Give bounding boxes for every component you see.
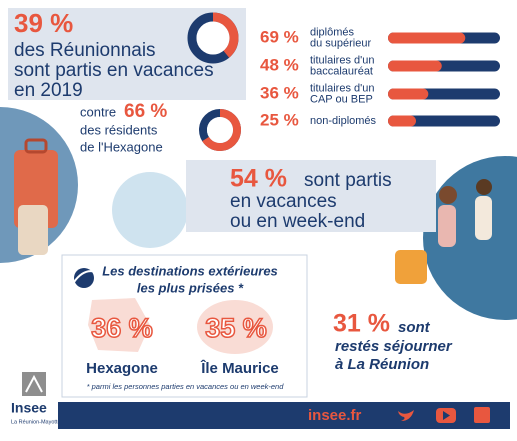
destinations-title: les plus prisées * xyxy=(137,280,244,295)
comparison-text: de l'Hexagone xyxy=(80,139,163,154)
comparison-prefix: contre xyxy=(80,104,116,119)
logo-tagline: La Réunion-Mayotte xyxy=(11,419,61,425)
footer-bar xyxy=(58,402,510,429)
headline-text: sont partis en vacances xyxy=(14,60,214,81)
destination-value: 35 % xyxy=(205,313,267,343)
bar xyxy=(388,88,429,100)
donut-arc xyxy=(187,12,239,64)
footer-site[interactable]: insee.fr xyxy=(308,407,362,424)
globe-illustration xyxy=(112,172,188,248)
traveller xyxy=(476,179,492,195)
traveller xyxy=(438,205,456,247)
destination-name: Hexagone xyxy=(86,360,158,377)
headline-text: en 2019 xyxy=(14,80,83,101)
stayed-text: à La Réunion xyxy=(335,356,429,373)
diploma-label: CAP ou BEP xyxy=(310,93,373,105)
headline-text: des Réunionnais xyxy=(14,40,156,61)
stayed-text: restés séjourner xyxy=(335,338,453,355)
bar-track xyxy=(388,115,500,127)
donut-center xyxy=(207,117,233,143)
stayed-text: sont xyxy=(398,319,431,336)
trips-value: 54 % xyxy=(230,165,287,193)
linkedin-icon[interactable] xyxy=(474,407,490,423)
traveller xyxy=(439,186,457,204)
donut-center xyxy=(196,21,230,55)
map-france xyxy=(88,298,150,352)
diploma-value: 69 % xyxy=(260,27,299,46)
twitter-icon[interactable] xyxy=(398,410,414,421)
suitcase-handle xyxy=(24,138,48,154)
stayed-value: 31 % xyxy=(333,310,390,338)
footnote: * parmi les personnes parties en vacance… xyxy=(87,382,285,391)
diploma-label: non-diplomés xyxy=(310,115,377,127)
donut-arc xyxy=(199,109,241,151)
comparison-value: 66 % xyxy=(124,101,167,122)
diploma-label: titulaires d'un xyxy=(310,54,374,66)
diploma-value: 36 % xyxy=(260,83,299,102)
destinations-title: Les destinations extérieures xyxy=(102,263,278,278)
bar xyxy=(388,60,442,72)
trips-box xyxy=(186,160,436,232)
trips-text: en vacances xyxy=(230,191,337,212)
diploma-label: baccalauréat xyxy=(310,65,373,77)
suitcase xyxy=(395,250,427,284)
traveller xyxy=(475,196,492,240)
diploma-value: 25 % xyxy=(260,110,299,129)
globe-icon xyxy=(74,268,94,288)
map-maurice xyxy=(197,300,273,354)
youtube-icon xyxy=(443,411,450,420)
bg-circle xyxy=(423,156,517,320)
comparison-text: des résidents xyxy=(80,122,158,137)
trips-text: ou en week-end xyxy=(230,211,365,232)
logo-name: Insee xyxy=(11,400,47,416)
destination-name: Île Maurice xyxy=(200,359,279,377)
headline-value: 39 % xyxy=(14,8,73,38)
trips-text: sont partis xyxy=(304,170,392,191)
bar xyxy=(388,115,416,127)
bar xyxy=(388,32,466,44)
diploma-label: diplômés xyxy=(310,26,355,38)
diploma-label: du supérieur xyxy=(310,37,371,49)
logo-mark xyxy=(25,374,43,393)
diploma-value: 48 % xyxy=(260,55,299,74)
plane-trail xyxy=(73,270,97,283)
diploma-label: titulaires d'un xyxy=(310,82,374,94)
destination-value: 36 % xyxy=(91,313,153,343)
suitcase xyxy=(18,205,48,255)
